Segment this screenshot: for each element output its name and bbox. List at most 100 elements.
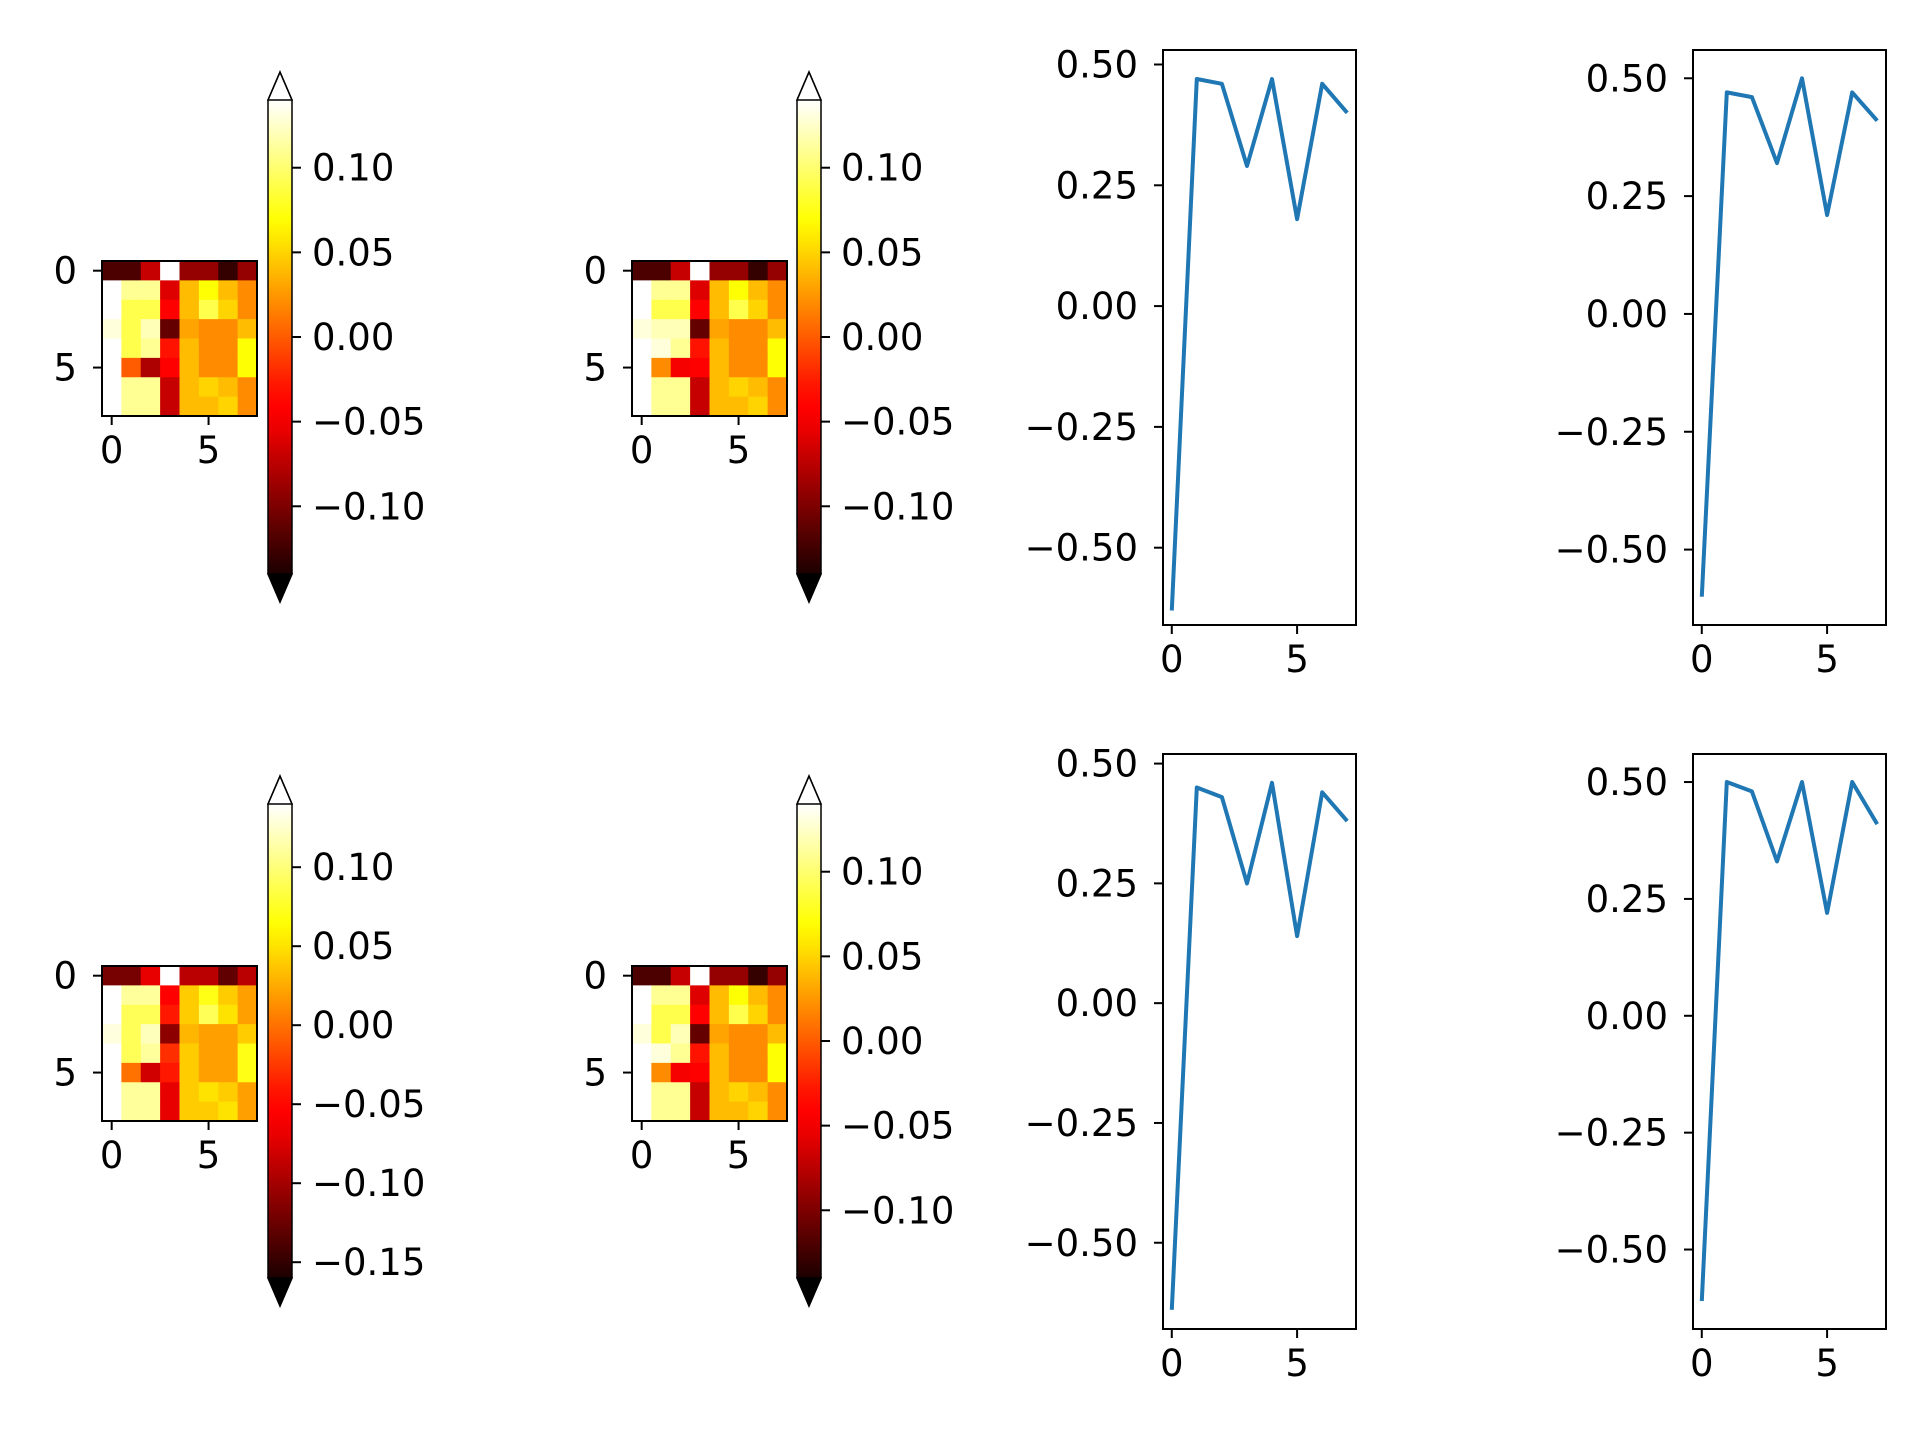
- colorbar-outline: [796, 774, 822, 1308]
- heatmap-cell: [121, 261, 142, 281]
- y-tick-label: 0.50: [1586, 57, 1668, 100]
- y-tick-label: 0: [53, 250, 77, 293]
- heatmap-cell: [651, 1024, 672, 1044]
- heatmap-cell: [140, 396, 161, 417]
- heatmap-cell: [121, 1024, 142, 1044]
- heatmap-cell: [709, 1043, 730, 1064]
- heatmap-cell: [767, 338, 788, 359]
- heatmap-cell: [632, 1043, 652, 1064]
- line-panel: 0.50 0.25 0.00 −0.25 −0.50 0 5: [1555, 753, 1887, 1385]
- heatmap-cell: [198, 1043, 219, 1064]
- colorbar: 0.10 0.05 0.00 −0.05 −0.10: [795, 774, 954, 1308]
- heatmap-cell: [690, 377, 710, 398]
- colorbar-tick-label: −0.15: [312, 1241, 425, 1284]
- heatmap-cell: [748, 1101, 769, 1122]
- heatmap-cell: [121, 1004, 142, 1025]
- heatmap-cell: [102, 1043, 122, 1064]
- line-panel: 0.50 0.25 0.00 −0.25 −0.50 0 5: [1025, 43, 1357, 681]
- heatmap-cell: [121, 357, 142, 378]
- heatmap-cell: [102, 985, 122, 1006]
- x-tick-label: 5: [1815, 638, 1839, 681]
- heatmap-cell: [198, 1024, 219, 1044]
- colorbar: 0.10 0.05 0.00 −0.05 −0.10: [795, 70, 954, 604]
- colorbar-tick-label: −0.10: [312, 485, 425, 528]
- series-line: [1169, 780, 1349, 1310]
- heatmap-cell: [748, 357, 769, 378]
- heatmap-cell: [767, 280, 788, 301]
- heatmap-cell: [198, 261, 219, 281]
- y-tick-label: 0.00: [1056, 285, 1138, 328]
- heatmap-cell: [218, 261, 239, 281]
- heatmap-cell: [767, 261, 788, 281]
- x-tick-label: 5: [197, 1134, 221, 1177]
- heatmap-cell: [140, 319, 161, 339]
- heatmap-cell: [102, 1024, 122, 1044]
- x-tick-label: 0: [100, 1134, 124, 1177]
- heatmap-cell: [709, 377, 730, 398]
- heatmap-cell: [140, 1082, 161, 1103]
- heatmap-cell: [651, 299, 672, 320]
- heatmap-cell: [709, 985, 730, 1006]
- colorbar-tick-label: 0.05: [312, 925, 394, 968]
- heatmap-cell: [102, 319, 122, 339]
- heatmap-cell: [651, 985, 672, 1006]
- heatmap-cell: [237, 1043, 258, 1064]
- heatmap-cell: [690, 396, 710, 417]
- heatmap-cell: [728, 1043, 749, 1064]
- heatmap-cell: [670, 1101, 691, 1122]
- y-tick-label: 0: [53, 955, 77, 998]
- heatmap-cell: [140, 357, 161, 378]
- heatmap-cell: [160, 319, 180, 339]
- heatmap-cell: [179, 1004, 200, 1025]
- heatmap-cell: [237, 985, 258, 1006]
- colorbar-tick-label: −0.05: [312, 1083, 425, 1126]
- heatmap-cell: [218, 299, 239, 320]
- heatmap-cell: [121, 396, 142, 417]
- heatmap-cell: [237, 261, 258, 281]
- y-tick-label: 0.25: [1056, 164, 1138, 207]
- heatmap-cell: [102, 377, 122, 398]
- heatmap-cell: [140, 338, 161, 359]
- heatmap-cell: [179, 338, 200, 359]
- heatmap-cell: [179, 299, 200, 320]
- heatmap-cell: [102, 357, 122, 378]
- heatmap-cell: [102, 1062, 122, 1083]
- heatmap-cell: [140, 1043, 161, 1064]
- heatmap-cell: [651, 280, 672, 301]
- heatmap-frame: [631, 965, 788, 1122]
- heatmap-cell: [767, 1101, 788, 1122]
- heatmap-cell: [237, 377, 258, 398]
- colorbar-tick-label: 0.00: [312, 1004, 394, 1047]
- heatmap-cell: [670, 396, 691, 417]
- heatmap-cell: [140, 985, 161, 1006]
- heatmap-cell: [670, 377, 691, 398]
- heatmap-cell: [121, 280, 142, 301]
- heatmap-cell: [632, 1082, 652, 1103]
- heatmap-cell: [237, 1024, 258, 1044]
- heatmap-cell: [218, 1043, 239, 1064]
- heatmap-cell: [218, 377, 239, 398]
- heatmap-cell: [237, 1004, 258, 1025]
- x-tick-label: 5: [727, 429, 751, 472]
- heatmap-cell: [237, 280, 258, 301]
- x-tick-label: 0: [1160, 638, 1184, 681]
- y-tick-label: 5: [583, 347, 607, 390]
- heatmap-cell: [160, 338, 180, 359]
- y-tick-label: −0.50: [1555, 1229, 1668, 1272]
- y-tick-label: 5: [53, 347, 77, 390]
- heatmap-cell: [767, 1004, 788, 1025]
- heatmap-cell: [198, 357, 219, 378]
- heatmap-cell: [198, 1082, 219, 1103]
- colorbar-tick-label: −0.05: [841, 1105, 954, 1148]
- heatmap-cell: [237, 299, 258, 320]
- heatmap-cell: [121, 966, 142, 986]
- heatmap-cell: [160, 261, 180, 281]
- y-tick-label: 0: [583, 250, 607, 293]
- heatmap-cell: [728, 319, 749, 339]
- heatmap-cell: [690, 1004, 710, 1025]
- heatmap-cell: [670, 1024, 691, 1044]
- heatmap-frame: [631, 260, 788, 417]
- heatmap-cell: [632, 1101, 652, 1122]
- heatmap-cell: [651, 1062, 672, 1083]
- heatmap-cell: [179, 1082, 200, 1103]
